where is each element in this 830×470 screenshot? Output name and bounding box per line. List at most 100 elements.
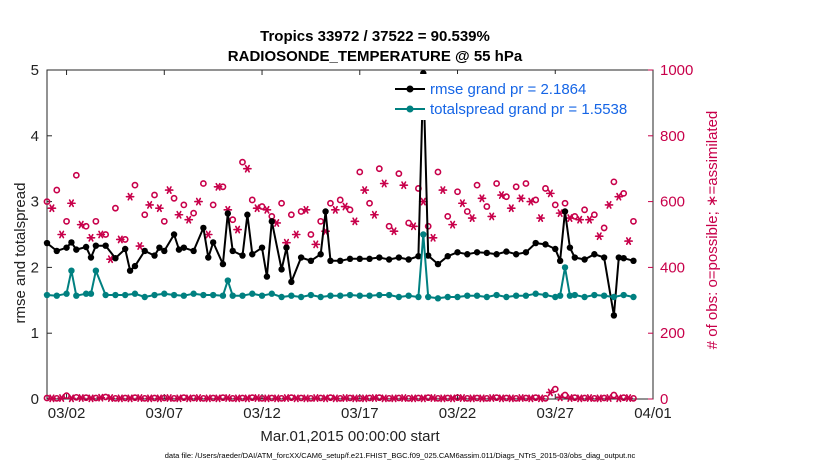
totalspread-point <box>87 290 95 297</box>
obs-assimilated-marker-stroke <box>293 230 299 239</box>
rmse-point <box>322 208 329 215</box>
obs-assimilated-marker-stroke <box>371 210 378 219</box>
obs-assimilated-near-zero-marker <box>497 394 506 403</box>
chart-subtitle: RADIOSONDE_TEMPERATURE @ 55 hPa <box>228 48 523 65</box>
totalspread-point <box>424 293 432 301</box>
totalspread-point <box>82 290 90 297</box>
totalspread-point <box>542 291 549 299</box>
totalspread-point <box>366 292 373 299</box>
obs-assimilated-marker-stroke <box>567 214 573 222</box>
obs-assimilated-marker-stroke <box>459 199 466 208</box>
obs-assimilated-near-zero-marker-stroke <box>459 394 466 402</box>
rmse-point <box>395 254 403 261</box>
totalspread-point <box>63 290 70 297</box>
obs-possible-marker <box>43 198 51 205</box>
obs-assimilated-marker <box>438 186 448 195</box>
obs-assimilated-near-zero-marker <box>438 394 448 403</box>
obs-possible-marker <box>532 196 540 204</box>
obs-assimilated-marker <box>585 215 594 224</box>
obs-assimilated-marker <box>360 186 370 195</box>
obs-assimilated-marker <box>233 225 242 234</box>
obs-assimilated-marker-stroke <box>362 186 368 195</box>
obs-assimilated-near-zero-marker <box>604 394 614 402</box>
obs-assimilated-near-zero-marker-stroke <box>479 394 485 403</box>
totalspread-point <box>483 293 491 301</box>
obs-assimilated-marker <box>545 189 555 198</box>
obs-assimilated-near-zero-marker <box>467 394 477 403</box>
totalspread-point <box>43 291 51 299</box>
rmse-point <box>190 247 197 255</box>
obs-assimilated-marker <box>311 240 321 249</box>
obs-assimilated-marker <box>57 230 67 239</box>
totalspread-point <box>522 292 530 299</box>
totalspread-point <box>307 291 315 299</box>
totalspread-point <box>229 292 236 299</box>
obs-assimilated-near-zero-marker-stroke <box>586 394 593 402</box>
obs-assimilated-near-zero-marker <box>330 394 340 403</box>
obs-assimilated-marker <box>506 204 516 213</box>
obs-assimilated-near-zero-marker <box>428 394 438 402</box>
obs-possible-marker <box>551 201 559 209</box>
obs-assimilated-marker <box>67 199 76 208</box>
obs-possible-marker <box>600 224 608 232</box>
obs-assimilated-near-zero-marker-stroke <box>186 394 192 403</box>
obs-assimilated-marker <box>458 199 467 208</box>
obs-assimilated-near-zero-marker <box>526 394 536 403</box>
obs-assimilated-near-zero-marker <box>585 394 594 402</box>
totalspread-point <box>209 291 217 299</box>
legend-label-rmse: rmse grand pr = 2.1864 <box>430 81 586 98</box>
obs-possible-marker <box>395 170 403 178</box>
obs-assimilated-marker <box>448 220 458 229</box>
obs-assimilated-near-zero-marker-stroke <box>596 394 602 403</box>
obs-assimilated-marker-stroke <box>391 227 397 236</box>
obs-assimilated-near-zero-marker-stroke <box>107 394 114 402</box>
x-axis-label: Mar.01,2015 00:00:00 start <box>260 428 440 445</box>
totalspread-point <box>121 291 129 299</box>
obs-assimilated-near-zero-marker <box>301 394 311 403</box>
rmse-point <box>571 254 579 261</box>
obs-assimilated-near-zero-marker <box>536 394 545 403</box>
obs-assimilated-marker <box>350 217 360 226</box>
rmse-point <box>542 241 549 248</box>
obs-assimilated-near-zero-marker-stroke <box>59 394 65 402</box>
obs-assimilated-near-zero-marker-stroke <box>147 394 153 403</box>
rmse-point <box>464 251 471 258</box>
obs-assimilated-marker <box>594 232 604 241</box>
legend: rmse grand pr = 2.1864 totalspread grand… <box>388 74 646 120</box>
obs-assimilated-marker-stroke <box>186 215 192 224</box>
obs-assimilated-near-zero-marker <box>409 394 418 403</box>
obs-assimilated-marker <box>47 204 57 213</box>
obs-possible-marker <box>170 194 178 202</box>
obs-assimilated-near-zero-marker-stroke <box>352 394 358 403</box>
rmse-point <box>121 245 129 253</box>
totalspread-point <box>434 295 442 302</box>
obs-assimilated-near-zero-marker <box>164 394 174 402</box>
obs-assimilated-near-zero-marker-stroke <box>254 394 260 402</box>
data-file-note: data file: /Users/raeder/DAI/ATM_forcXX/… <box>165 451 636 460</box>
obs-assimilated-marker <box>389 227 399 236</box>
obs-assimilated-near-zero-marker <box>57 394 67 402</box>
obs-assimilated-marker-stroke <box>156 204 163 213</box>
rmse-point <box>366 255 373 263</box>
obs-assimilated-near-zero-marker-stroke <box>137 394 143 402</box>
rmse-point <box>239 252 246 259</box>
obs-possible-marker <box>630 217 637 225</box>
obs-assimilated-marker-stroke <box>195 197 202 206</box>
rmse-point <box>161 247 168 255</box>
rmse-point <box>258 244 266 251</box>
rmse-point <box>175 246 183 253</box>
rmse-point <box>249 251 256 258</box>
rmse-point <box>317 251 324 258</box>
rmse-point <box>327 257 334 265</box>
obs-assimilated-near-zero-marker-stroke <box>303 394 309 403</box>
rmse-point <box>73 246 80 253</box>
rmse-point <box>53 247 60 255</box>
obs-assimilated-marker-stroke <box>577 215 583 224</box>
totalspread-point <box>556 292 564 299</box>
obs-assimilated-marker-stroke <box>264 205 270 214</box>
obs-assimilated-marker-stroke <box>88 233 94 242</box>
rmse-line <box>46 72 634 317</box>
obs-assimilated-marker <box>115 235 125 244</box>
obs-assimilated-marker-stroke <box>127 192 133 201</box>
obs-assimilated-near-zero-marker <box>360 394 370 403</box>
